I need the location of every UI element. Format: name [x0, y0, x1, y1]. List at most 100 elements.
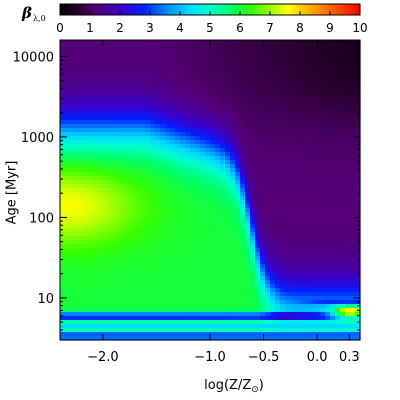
heatmap-cell — [240, 184, 246, 189]
heatmap-cell — [180, 44, 186, 49]
heatmap-cell — [240, 276, 246, 281]
heatmap-cell — [320, 220, 326, 225]
heatmap-cell — [60, 164, 66, 169]
heatmap-cell — [340, 316, 346, 321]
heatmap-cell — [285, 112, 291, 117]
heatmap-cell — [280, 100, 286, 105]
heatmap-cell — [300, 204, 306, 209]
heatmap-cell — [95, 180, 101, 185]
heatmap-cell — [330, 132, 336, 137]
heatmap-cell — [195, 320, 201, 325]
heatmap-cell — [120, 124, 126, 129]
heatmap-cell — [190, 108, 196, 113]
heatmap-cell — [325, 144, 331, 149]
heatmap-cell — [165, 236, 171, 241]
heatmap-cell — [65, 304, 71, 309]
heatmap-cell — [355, 316, 361, 321]
heatmap-cell — [140, 260, 146, 265]
heatmap-cell — [160, 208, 166, 213]
heatmap-cell — [355, 252, 361, 257]
heatmap-cell — [95, 272, 101, 277]
heatmap-cell — [250, 244, 256, 249]
heatmap-cell — [140, 80, 146, 85]
heatmap-cell — [235, 180, 241, 185]
heatmap-cell — [225, 200, 231, 205]
heatmap-cell — [65, 124, 71, 129]
heatmap-cell — [265, 84, 271, 89]
heatmap-cell — [110, 308, 116, 313]
heatmap-cell — [140, 48, 146, 53]
heatmap-cell — [100, 316, 106, 321]
heatmap-cell — [80, 152, 86, 157]
heatmap-cell — [160, 180, 166, 185]
heatmap-cell — [315, 332, 321, 337]
heatmap-cell — [280, 268, 286, 273]
heatmap-cell — [235, 60, 241, 65]
heatmap-cell — [75, 56, 81, 61]
heatmap-cell — [205, 140, 211, 145]
heatmap-cell — [270, 264, 276, 269]
heatmap-cell — [270, 268, 276, 273]
heatmap-cell — [70, 84, 76, 89]
heatmap-cell — [110, 76, 116, 81]
heatmap-cell — [70, 72, 76, 77]
heatmap-cell — [120, 288, 126, 293]
heatmap-cell — [215, 256, 221, 261]
heatmap-cell — [120, 72, 126, 77]
heatmap-cell — [230, 248, 236, 253]
heatmap-cell — [240, 288, 246, 293]
heatmap-cell — [200, 240, 206, 245]
heatmap-cell — [350, 208, 356, 213]
heatmap-cell — [105, 48, 111, 53]
heatmap-cell — [65, 312, 71, 317]
heatmap-cell — [220, 328, 226, 333]
heatmap-cell — [245, 116, 251, 121]
heatmap-cell — [330, 256, 336, 261]
heatmap-cell — [310, 240, 316, 245]
heatmap-cell — [245, 308, 251, 313]
heatmap-cell — [180, 48, 186, 53]
heatmap-cell — [225, 92, 231, 97]
heatmap-cell — [75, 300, 81, 305]
heatmap-cell — [80, 212, 86, 217]
heatmap-cell — [85, 228, 91, 233]
heatmap-cell — [140, 276, 146, 281]
heatmap-cell — [340, 48, 346, 53]
heatmap-cell — [125, 292, 131, 297]
heatmap-cell — [150, 100, 156, 105]
heatmap-cell — [355, 132, 361, 137]
heatmap-cell — [135, 224, 141, 229]
heatmap-cell — [180, 256, 186, 261]
heatmap-cell — [170, 208, 176, 213]
heatmap-cell — [75, 172, 81, 177]
heatmap-cell — [210, 112, 216, 117]
heatmap-cell — [95, 192, 101, 197]
heatmap-cell — [245, 296, 251, 301]
heatmap-cell — [205, 320, 211, 325]
heatmap-cell — [170, 44, 176, 49]
heatmap-cell — [345, 288, 351, 293]
heatmap-cell — [285, 248, 291, 253]
heatmap-cell — [315, 252, 321, 257]
heatmap-cell — [75, 336, 81, 341]
heatmap-cell — [215, 296, 221, 301]
heatmap-cell — [345, 224, 351, 229]
heatmap-cell — [60, 188, 66, 193]
heatmap-cell — [340, 332, 346, 337]
heatmap-cell — [330, 76, 336, 81]
heatmap-cell — [115, 272, 121, 277]
heatmap-cell — [345, 120, 351, 125]
heatmap-cell — [230, 320, 236, 325]
heatmap-cell — [265, 264, 271, 269]
heatmap-cell — [75, 320, 81, 325]
heatmap-cell — [340, 240, 346, 245]
heatmap-cell — [290, 324, 296, 329]
heatmap-cell — [315, 292, 321, 297]
heatmap-cell — [270, 116, 276, 121]
heatmap-cell — [140, 64, 146, 69]
heatmap-cell — [325, 60, 331, 65]
heatmap-cell — [80, 164, 86, 169]
heatmap-cell — [355, 232, 361, 237]
heatmap-cell — [135, 100, 141, 105]
heatmap-cell — [330, 104, 336, 109]
